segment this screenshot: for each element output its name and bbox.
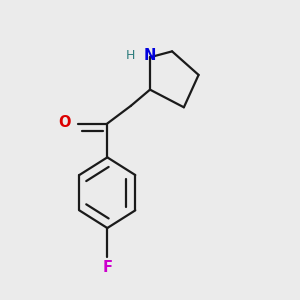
- Text: O: O: [58, 115, 71, 130]
- Text: H: H: [126, 49, 136, 62]
- Text: F: F: [102, 260, 112, 275]
- Text: N: N: [144, 48, 156, 63]
